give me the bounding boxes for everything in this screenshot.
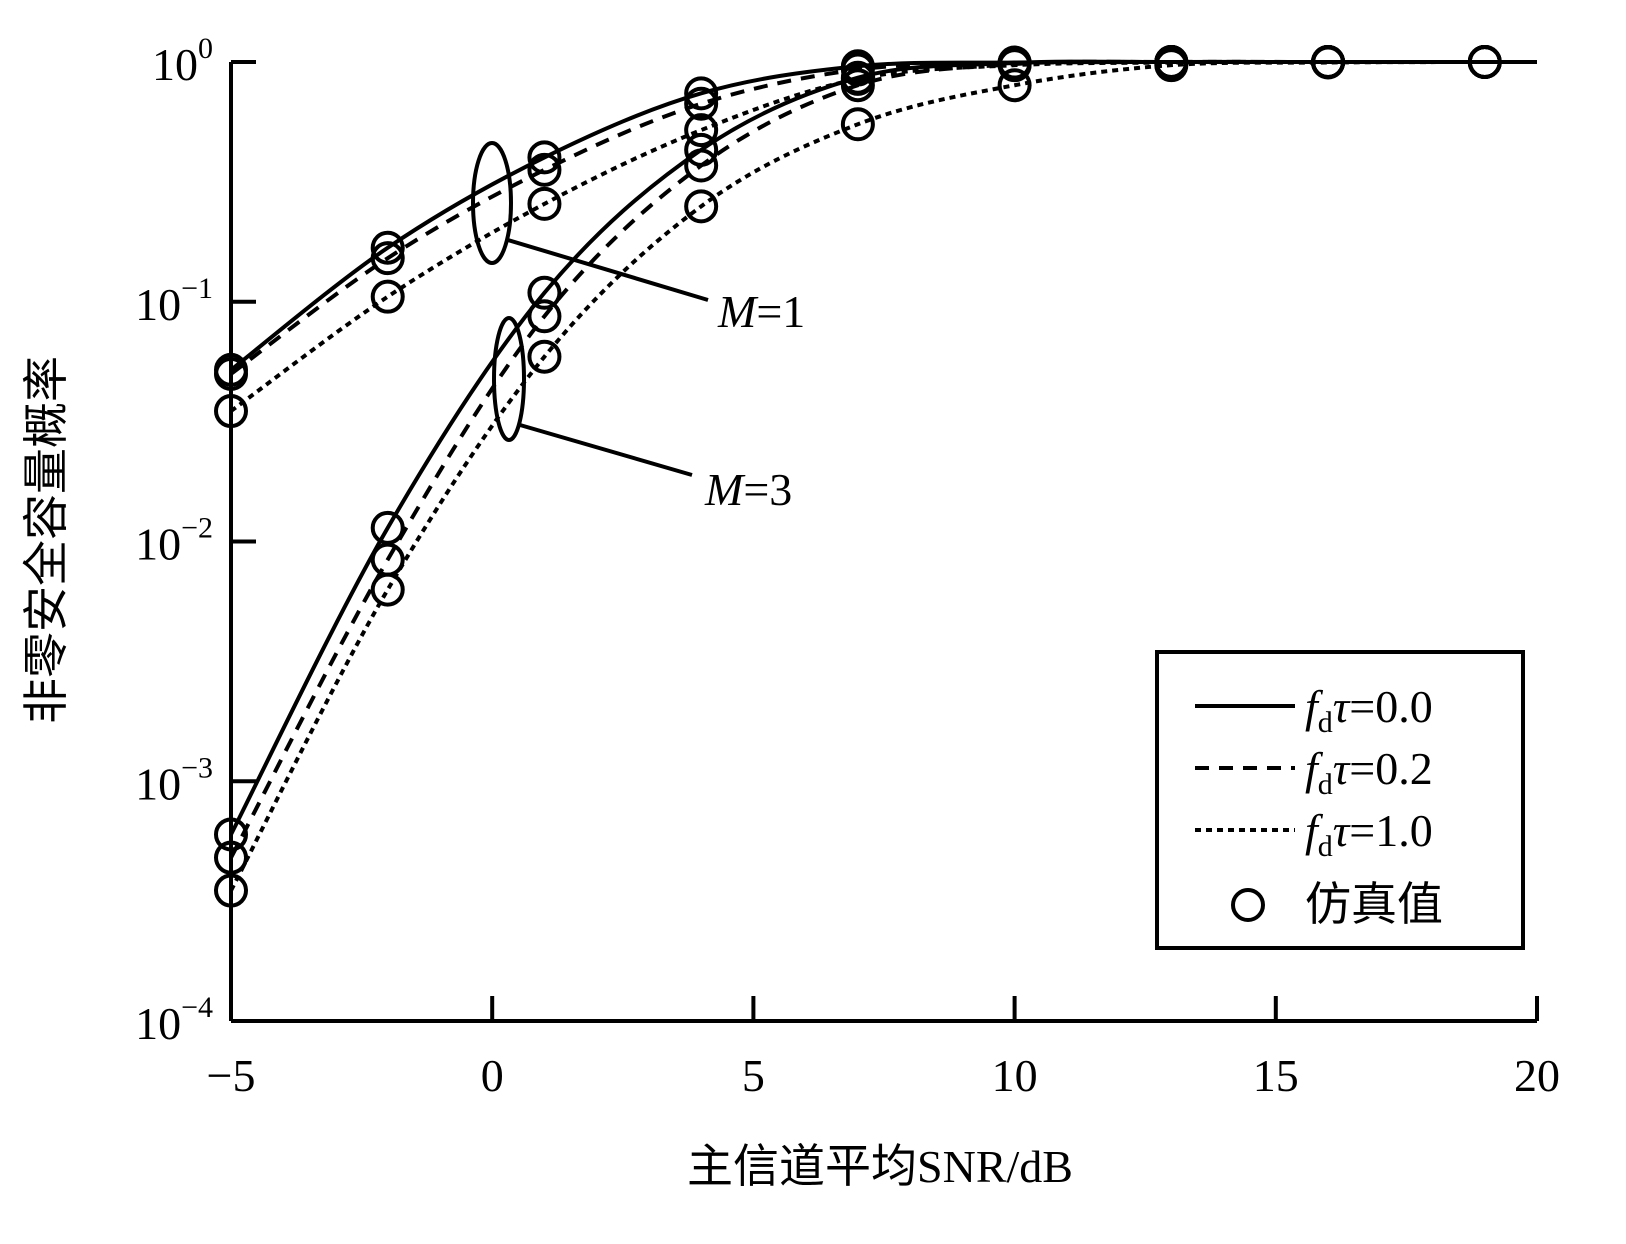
simulation-point (370, 572, 405, 607)
simulation-point (997, 47, 1032, 82)
simulation-point (1467, 45, 1502, 79)
annotation-m3: M=3 (492, 316, 792, 515)
series-line-1 (229, 59, 1537, 376)
simulation-point (684, 76, 719, 111)
simulation-point (527, 140, 562, 175)
annotation-m1: M=1 (471, 141, 805, 337)
simulation-point (370, 230, 405, 265)
y-tick-label: 100 (152, 32, 213, 90)
simulation-point (684, 113, 719, 148)
simulation-point (370, 279, 405, 314)
x-tick-label: 5 (742, 1050, 765, 1101)
simulation-point (1311, 45, 1346, 80)
simulation-point (527, 339, 562, 374)
x-tick-label: 0 (481, 1050, 504, 1101)
annotation-label-m3: M=3 (704, 464, 792, 515)
series-line-2 (229, 59, 1537, 413)
x-tick-label: 10 (992, 1050, 1038, 1101)
annotation-ellipse-m3 (492, 316, 526, 442)
simulation-point (684, 132, 719, 167)
legend-marker-circle (1231, 888, 1265, 922)
annotation-label-m1: M=1 (717, 286, 805, 337)
x-tick-label: −5 (207, 1050, 256, 1101)
simulation-point (527, 299, 562, 334)
legend-label-0: fdτ=0.0 (1305, 681, 1433, 739)
simulation-point (997, 68, 1032, 103)
series-line-0 (229, 59, 1537, 372)
legend-box (1155, 650, 1525, 950)
legend-label-simulation: 仿真值 (1305, 879, 1443, 930)
y-tick-label: 10−2 (135, 512, 213, 570)
simulation-point (840, 107, 875, 142)
y-tick-label: 10−4 (135, 991, 213, 1049)
simulation-point (684, 148, 719, 183)
x-axis-label: 主信道平均SNR/dB (687, 1141, 1073, 1192)
simulation-point (684, 86, 719, 121)
simulation-point (527, 275, 562, 310)
annotation-ellipse-m1 (471, 141, 513, 265)
x-tick-label: 20 (1514, 1050, 1560, 1101)
simulation-point (840, 68, 875, 103)
annotation-leader-m3 (519, 423, 693, 477)
simulation-markers (214, 45, 1502, 908)
axes: −5 0 5 10 15 20 100 10−1 10−2 10−3 10−4 (135, 32, 1560, 1101)
simulation-point (527, 152, 562, 187)
annotation-leader-m1 (507, 238, 709, 302)
legend: fdτ=0.0 fdτ=0.2 fdτ=1.0 仿真值 (1155, 650, 1525, 950)
simulation-point (684, 189, 719, 224)
x-tick-label: 15 (1253, 1050, 1299, 1101)
legend-label-1: fdτ=0.2 (1305, 743, 1433, 801)
simulation-point (527, 186, 562, 221)
y-tick-label: 10−3 (135, 751, 213, 809)
y-tick-label: 10−1 (135, 272, 213, 330)
simulation-point (370, 241, 405, 276)
simulation-point (840, 52, 875, 87)
simulation-point (1154, 48, 1189, 83)
y-axis-label: 非零安全容量概率 (21, 356, 72, 724)
